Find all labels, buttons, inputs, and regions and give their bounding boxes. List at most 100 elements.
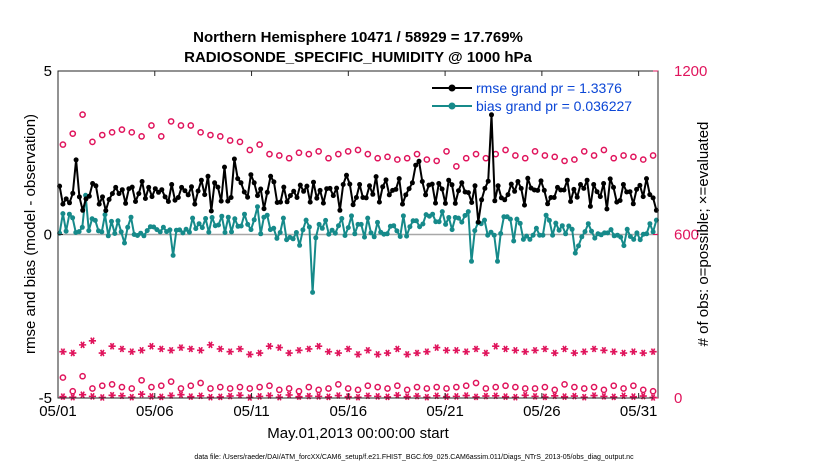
bias-point bbox=[177, 227, 183, 233]
obs-evaluated-upper-marker bbox=[413, 349, 421, 357]
obs-possible-lower-marker bbox=[305, 383, 313, 391]
bias-point bbox=[313, 235, 319, 241]
bias-point bbox=[232, 216, 238, 222]
obs-evaluated-lower-marker bbox=[541, 393, 549, 401]
obs-possible-lower-marker bbox=[630, 382, 637, 390]
y-ticks: -5 0 5 bbox=[39, 63, 63, 407]
rmse-point bbox=[73, 157, 79, 163]
right-y-tick-label: 600 bbox=[674, 227, 699, 244]
bias-point bbox=[514, 216, 520, 222]
obs-evaluated-lower-marker bbox=[610, 393, 618, 401]
obs-possible-lower-marker bbox=[266, 382, 273, 390]
bias-point bbox=[238, 223, 244, 229]
rmse-point bbox=[370, 191, 376, 197]
obs-possible-lower-marker bbox=[551, 386, 559, 394]
x-tick-label: 05/01 bbox=[39, 403, 77, 420]
obs-evaluated-lower-marker bbox=[108, 391, 116, 399]
rmse-point bbox=[136, 191, 142, 197]
obs-evaluated-lower-marker bbox=[383, 393, 392, 401]
bias-point bbox=[332, 230, 338, 236]
rmse-point bbox=[113, 184, 119, 190]
obs-possible-upper-marker bbox=[531, 148, 539, 155]
obs-possible-lower-marker bbox=[236, 383, 244, 391]
obs-evaluated-upper-marker bbox=[639, 349, 647, 357]
obs-evaluated-upper-marker bbox=[442, 346, 451, 354]
rmse-point bbox=[571, 186, 577, 192]
rmse-point bbox=[581, 185, 587, 191]
obs-evaluated-lower-marker bbox=[629, 393, 638, 401]
rmse-point bbox=[139, 179, 145, 184]
obs-possible-upper-marker bbox=[285, 154, 293, 162]
obs-possible-lower-marker bbox=[275, 386, 283, 394]
bias-point bbox=[258, 231, 264, 237]
rmse-point bbox=[129, 184, 135, 190]
obs-possible-lower-marker bbox=[462, 382, 470, 390]
rmse-point bbox=[106, 197, 112, 202]
rmse-point bbox=[248, 172, 254, 178]
bias-point bbox=[264, 212, 270, 218]
obs-possible-upper-marker bbox=[639, 156, 647, 163]
bias-point bbox=[115, 218, 121, 224]
obs-possible-upper-marker bbox=[384, 153, 391, 161]
bias-point bbox=[345, 225, 351, 231]
obs-possible-upper-marker bbox=[393, 156, 401, 163]
rmse-point bbox=[96, 201, 102, 207]
bias-point bbox=[417, 224, 423, 230]
x-tick-label: 05/06 bbox=[136, 403, 174, 420]
rmse-point bbox=[189, 184, 194, 190]
obs-possible-lower-marker bbox=[521, 385, 529, 392]
obs-possible-lower-marker bbox=[108, 381, 116, 388]
rmse-point bbox=[413, 162, 419, 168]
obs-evaluated-upper-marker bbox=[610, 348, 618, 356]
obs-evaluated-lower-marker bbox=[403, 393, 411, 401]
x-tick-label: 05/16 bbox=[330, 403, 368, 420]
bias-point bbox=[60, 211, 66, 217]
rmse-point bbox=[363, 195, 369, 201]
bias-point bbox=[498, 231, 504, 236]
rmse-point bbox=[482, 185, 488, 191]
obs-evaluated-lower-marker bbox=[393, 391, 401, 399]
bias-point bbox=[339, 216, 345, 221]
obs-evaluated-upper-marker bbox=[69, 349, 77, 357]
obs-possible-upper-marker bbox=[453, 163, 460, 170]
obs-evaluated-upper-marker bbox=[118, 345, 126, 353]
obs-possible-upper-marker bbox=[216, 133, 224, 140]
y-axis-label: rmse and bias (model - observation) bbox=[22, 114, 39, 354]
bias-point bbox=[618, 234, 624, 240]
right-y-ticks: 0 600 1200 bbox=[653, 63, 707, 407]
obs-possible-lower-marker bbox=[334, 381, 342, 388]
rmse-point bbox=[591, 182, 597, 187]
obs-evaluated-lower-marker bbox=[246, 393, 254, 401]
obs-evaluated-upper-marker bbox=[619, 349, 628, 357]
obs-possible-upper-marker bbox=[541, 152, 549, 159]
obs-possible-lower-marker bbox=[344, 385, 352, 392]
rmse-point bbox=[525, 175, 531, 181]
obs-evaluated-upper-marker bbox=[541, 345, 549, 353]
obs-possible-upper-marker bbox=[344, 148, 352, 155]
bias-point bbox=[375, 219, 380, 225]
bias-point bbox=[76, 229, 82, 235]
obs-evaluated-upper-marker bbox=[236, 345, 244, 353]
obs-evaluated-upper-marker bbox=[128, 348, 136, 356]
rmse-point bbox=[423, 192, 429, 198]
rmse-point bbox=[251, 180, 257, 186]
bias-point bbox=[118, 229, 124, 235]
obs-possible-upper-marker bbox=[620, 152, 627, 159]
bias-point bbox=[310, 289, 316, 295]
obs-possible-upper-marker bbox=[512, 152, 519, 159]
obs-possible-upper-marker bbox=[177, 122, 185, 129]
rmse-point bbox=[647, 192, 653, 198]
bias-point bbox=[336, 223, 341, 229]
rmse-point bbox=[644, 176, 649, 182]
obs-possible-upper-marker bbox=[374, 154, 382, 162]
obs-possible-upper-marker bbox=[187, 122, 195, 129]
obs-evaluated-lower-marker bbox=[649, 393, 657, 401]
obs-possible-upper-marker bbox=[226, 137, 234, 144]
obs-evaluated-upper-marker bbox=[344, 345, 352, 353]
rmse-point bbox=[357, 182, 363, 187]
obs-possible-lower-marker bbox=[374, 383, 382, 391]
bias-point bbox=[507, 216, 513, 222]
rmse-point bbox=[561, 187, 567, 193]
obs-possible-upper-marker bbox=[571, 156, 578, 163]
